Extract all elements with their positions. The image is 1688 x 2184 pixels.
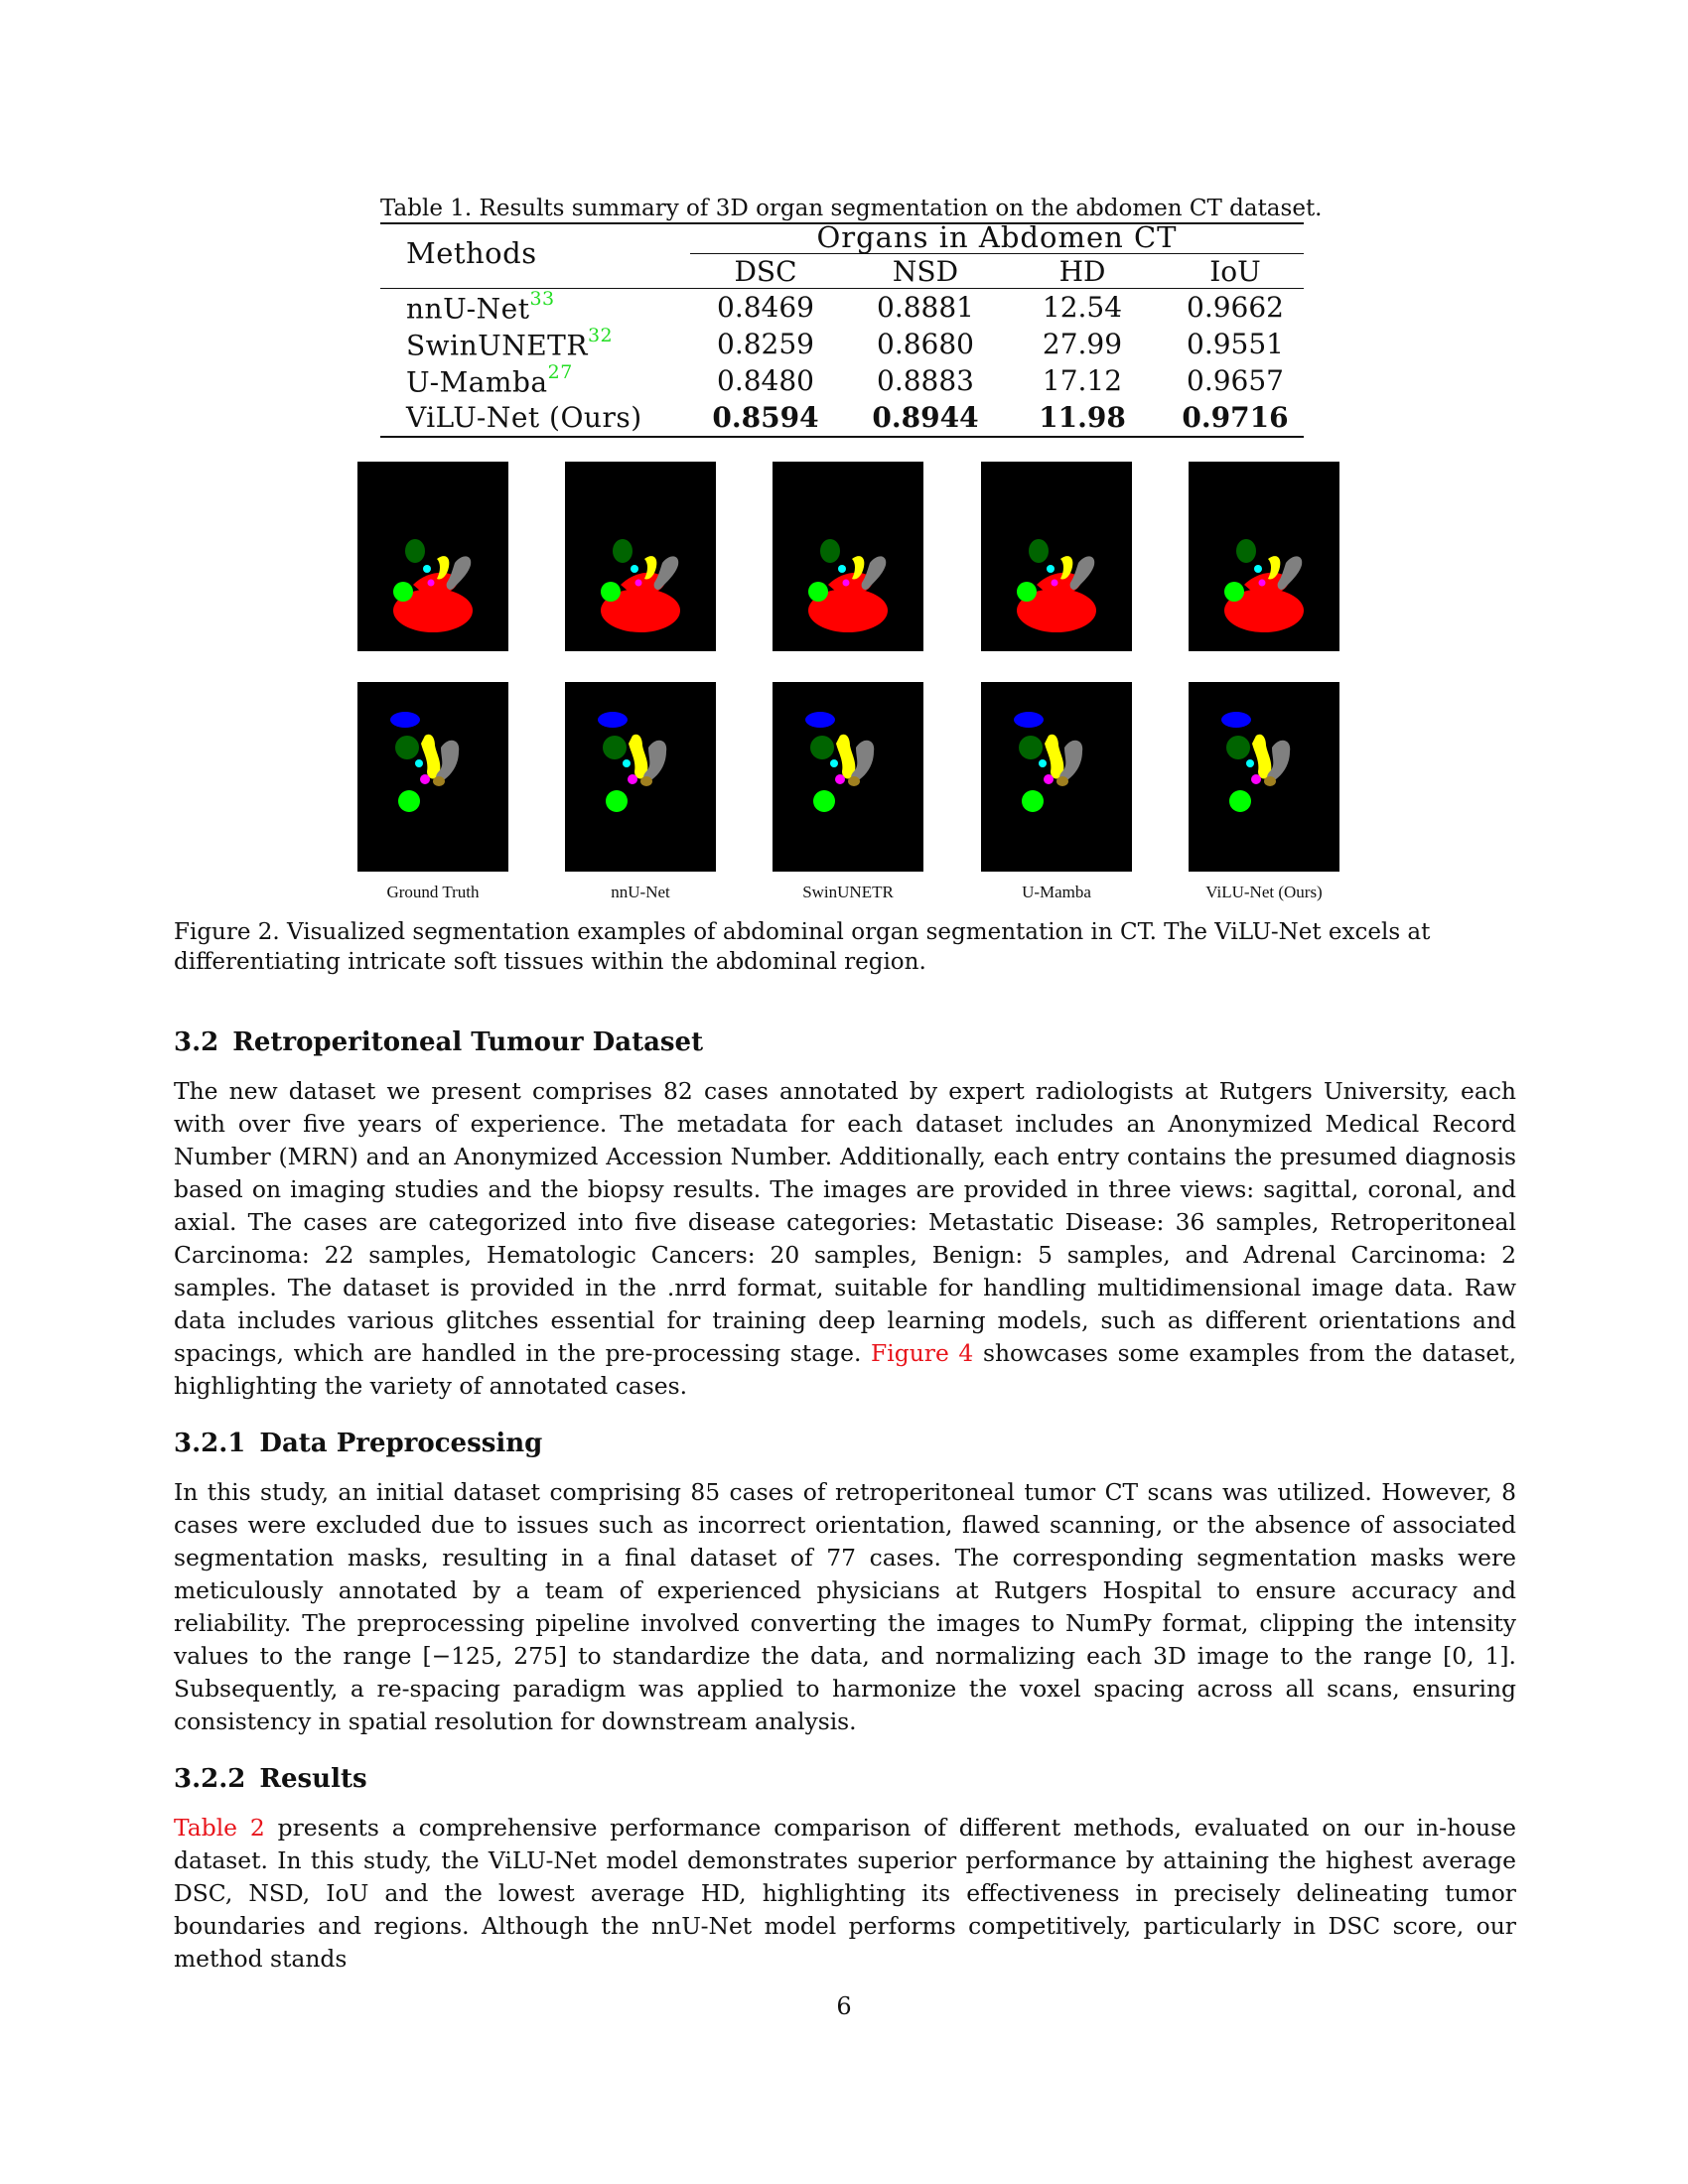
value-cell: 0.9716	[1182, 401, 1289, 434]
value-cell: 0.8594	[712, 401, 819, 434]
citation-ref[interactable]: 33	[529, 288, 555, 310]
segmentation-image-umamba-slice1	[981, 462, 1132, 651]
value-cell: 0.8944	[872, 401, 979, 434]
segmentation-image-ground-truth-slice1	[357, 462, 508, 651]
metric-header-dsc: DSC	[734, 255, 797, 288]
figure-label-ground-truth: Ground Truth	[386, 883, 480, 901]
figure-label-nnunet: nnU-Net	[611, 883, 670, 901]
page-number: 6	[836, 1992, 852, 2020]
value-cell: 0.9662	[1187, 291, 1284, 324]
group-header-rule	[690, 253, 1304, 254]
section-heading-3-2-1: 3.2.1 Data Preprocessing	[174, 1429, 543, 1458]
table-row: SwinUNETR32 0.8259 0.8680 27.99 0.9551	[380, 325, 1304, 362]
value-cell: 0.8480	[717, 364, 814, 397]
section-heading-3-2: 3.2 Retroperitoneal Tumour Dataset	[174, 1027, 704, 1057]
segmentation-image-nnunet-slice1	[565, 462, 716, 651]
section-heading-3-2-2: 3.2.2 Results	[174, 1764, 367, 1794]
segmentation-image-vilunet-slice1	[1189, 462, 1339, 651]
segmentation-image-ground-truth-slice2	[357, 682, 508, 872]
method-cell: U-Mamba27	[406, 361, 573, 399]
paragraph-dataset: The new dataset we present comprises 82 …	[174, 1077, 1517, 1400]
value-cell: 0.8680	[877, 328, 974, 360]
paragraph-results: Table 2 presents a comprehensive perform…	[174, 1814, 1517, 1973]
value-cell: 11.98	[1039, 401, 1126, 434]
citation-ref[interactable]: 32	[587, 325, 614, 346]
methods-column-header: Methods	[406, 236, 537, 270]
table-reference-link[interactable]: Table 2	[174, 1814, 265, 1842]
metric-header-nsd: NSD	[892, 255, 959, 288]
value-cell: 27.99	[1042, 328, 1123, 360]
segmentation-image-nnunet-slice2	[565, 682, 716, 872]
value-cell: 12.54	[1042, 291, 1123, 324]
method-cell: SwinUNETR32	[406, 325, 614, 362]
table-row: U-Mamba27 0.8480 0.8883 17.12 0.9657	[380, 361, 1304, 399]
paragraph-preprocessing: In this study, an initial dataset compri…	[174, 1478, 1516, 1735]
figure-label-umamba: U-Mamba	[1022, 883, 1091, 901]
method-cell: ViLU-Net (Ours)	[406, 401, 642, 434]
organs-group-header: Organs in Abdomen CT	[816, 220, 1178, 254]
table-caption: Table 1. Results summary of 3D organ seg…	[380, 196, 1323, 221]
segmentation-image-swinunetr-slice1	[773, 462, 923, 651]
value-cell: 0.8469	[717, 291, 814, 324]
table-bottom-rule	[380, 436, 1304, 438]
table-header: Methods Organs in Abdomen CT DSC NSD HD …	[380, 220, 1304, 288]
results-table: Table 1. Results summary of 3D organ seg…	[380, 195, 1323, 438]
figure-label-vilunet: ViLU-Net (Ours)	[1205, 883, 1323, 901]
value-cell: 0.8883	[877, 364, 974, 397]
metric-header-hd: HD	[1058, 255, 1106, 288]
method-cell: nnU-Net33	[406, 288, 555, 326]
segmentation-image-swinunetr-slice2	[773, 682, 923, 872]
metric-header-iou: IoU	[1209, 255, 1261, 288]
figure-label-swinunetr: SwinUNETR	[802, 883, 894, 901]
segmentation-image-umamba-slice2	[981, 682, 1132, 872]
value-cell: 0.8259	[717, 328, 814, 360]
table-row-best: ViLU-Net (Ours) 0.8594 0.8944 11.98 0.97…	[380, 399, 1304, 436]
value-cell: 0.8881	[877, 291, 974, 324]
value-cell: 0.9657	[1187, 364, 1284, 397]
table-mid-rule	[380, 288, 1304, 289]
table-top-rule	[380, 222, 1304, 224]
segmentation-image-vilunet-slice2	[1189, 682, 1339, 872]
figure-caption: Figure 2. Visualized segmentation exampl…	[174, 919, 1431, 975]
table-row: nnU-Net33 0.8469 0.8881 12.54 0.9662	[380, 288, 1304, 326]
value-cell: 17.12	[1042, 364, 1123, 397]
citation-ref[interactable]: 27	[547, 361, 573, 383]
value-cell: 0.9551	[1187, 328, 1284, 360]
figure-reference-link[interactable]: Figure 4	[871, 1339, 974, 1367]
